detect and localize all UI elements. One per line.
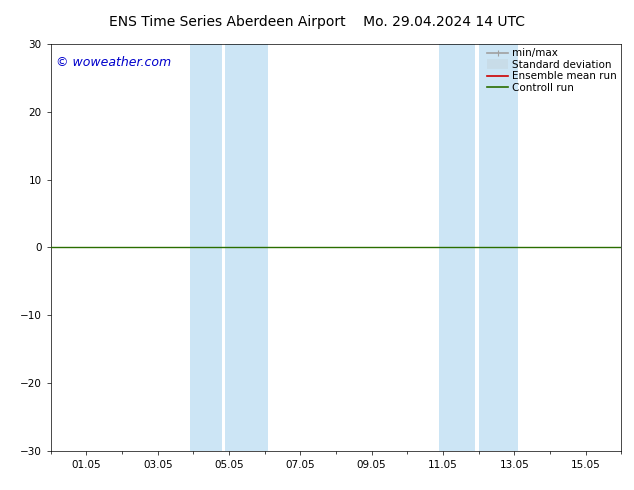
Text: © woweather.com: © woweather.com (56, 56, 172, 69)
Bar (190, 44, 222, 451)
Bar (226, 44, 268, 451)
Bar (439, 44, 475, 451)
Bar (479, 44, 518, 451)
Text: ENS Time Series Aberdeen Airport    Mo. 29.04.2024 14 UTC: ENS Time Series Aberdeen Airport Mo. 29.… (109, 15, 525, 29)
Legend: min/max, Standard deviation, Ensemble mean run, Controll run: min/max, Standard deviation, Ensemble me… (485, 46, 619, 95)
